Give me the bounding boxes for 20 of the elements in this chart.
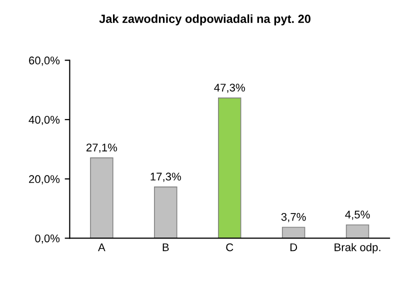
bar	[346, 224, 370, 238]
chart-title: Jak zawodnicy odpowiadali na pyt. 20	[99, 14, 310, 26]
x-tick-label: D	[290, 243, 298, 252]
x-tick-label: A	[98, 243, 106, 252]
bar	[154, 186, 178, 238]
x-tick-label: B	[162, 243, 169, 252]
y-tick-label: 60,0%	[29, 56, 60, 66]
data-label: 4,5%	[345, 210, 370, 220]
data-label: 3,7%	[281, 213, 306, 222]
y-tick-label: 0,0%	[35, 234, 60, 244]
x-tick-label: Brak odp.	[334, 243, 380, 254]
y-tick-label: 20,0%	[29, 175, 60, 184]
y-tick-label: 40,0%	[28, 116, 60, 126]
x-tick-label: C	[226, 243, 234, 252]
data-label: 17,3%	[150, 172, 181, 182]
bar	[218, 98, 242, 238]
bar	[90, 157, 114, 238]
data-label: 27,1%	[86, 144, 118, 153]
bar	[282, 226, 306, 238]
data-label: 47,3%	[214, 84, 245, 93]
